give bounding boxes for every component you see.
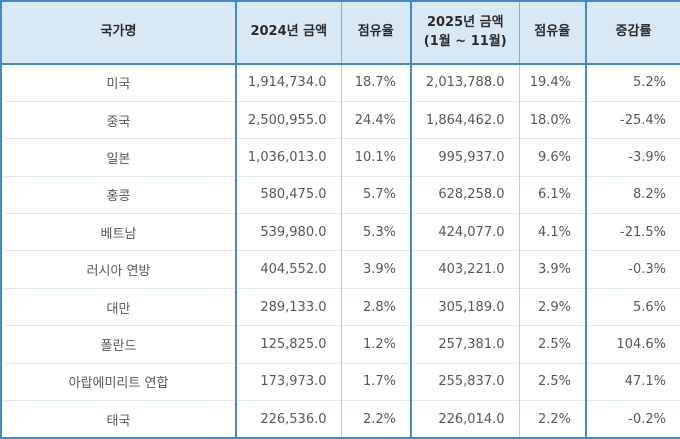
table-row: 중국 2,500,955.0 24.4% 1,864,462.0 18.0% -…	[1, 100, 680, 139]
col-header-amount-2025-line1: 2025년 금액	[426, 14, 504, 30]
cell-country: 중국	[1, 100, 237, 139]
table-row: 러시아 연방 404,552.0 3.9% 403,221.0 3.9% -0.…	[1, 250, 680, 289]
table-row: 홍콩 580,475.0 5.7% 628,258.0 6.1% 8.2%	[1, 175, 680, 214]
col-header-amount-2024: 2024년 금액	[236, 1, 342, 65]
cell-amount-2025: 1,864,462.0	[411, 100, 520, 139]
cell-amount-2025: 628,258.0	[411, 175, 520, 214]
cell-amount-2024: 1,914,734.0	[236, 64, 342, 102]
cell-share-2024: 2.2%	[341, 400, 412, 438]
cell-share-2024: 5.7%	[341, 175, 412, 214]
cell-share-2025: 4.1%	[519, 213, 587, 251]
cell-country: 미국	[1, 64, 237, 102]
cell-amount-2025: 424,077.0	[411, 213, 520, 251]
cell-share-2024: 1.7%	[341, 362, 412, 401]
cell-share-2025: 3.9%	[519, 250, 587, 289]
cell-amount-2024: 539,980.0	[236, 213, 342, 251]
cell-share-2024: 10.1%	[341, 138, 412, 177]
table-row: 태국 226,536.0 2.2% 226,014.0 2.2% -0.2%	[1, 400, 680, 438]
cell-country: 태국	[1, 400, 237, 438]
cell-share-2024: 3.9%	[341, 250, 412, 289]
cell-share-2025: 2.9%	[519, 287, 587, 326]
cell-amount-2025: 305,189.0	[411, 287, 520, 326]
col-header-amount-2025-line2: (1월 ~ 11월)	[423, 33, 507, 49]
cell-amount-2024: 2,500,955.0	[236, 100, 342, 139]
cell-share-2024: 5.3%	[341, 213, 412, 251]
cell-country: 베트남	[1, 213, 237, 251]
cell-country: 러시아 연방	[1, 250, 237, 289]
cell-amount-2024: 173,973.0	[236, 362, 342, 401]
cell-share-2024: 1.2%	[341, 325, 412, 364]
cell-share-2025: 2.5%	[519, 362, 587, 401]
table-row: 미국 1,914,734.0 18.7% 2,013,788.0 19.4% 5…	[1, 64, 680, 102]
cell-amount-2024: 1,036,013.0	[236, 138, 342, 177]
col-header-country: 국가명	[1, 1, 237, 65]
cell-share-2025: 2.5%	[519, 325, 587, 364]
table-header-row: 국가명 2024년 금액 점유율 2025년 금액 (1월 ~ 11월) 점유율…	[1, 1, 680, 65]
cell-change-rate: 104.6%	[586, 325, 680, 364]
cell-change-rate: -21.5%	[586, 213, 680, 251]
cell-country: 아랍에미리트 연합	[1, 362, 237, 401]
cell-change-rate: 47.1%	[586, 362, 680, 401]
cell-share-2024: 18.7%	[341, 64, 412, 102]
cell-amount-2025: 226,014.0	[411, 400, 520, 438]
cell-amount-2024: 226,536.0	[236, 400, 342, 438]
cell-change-rate: -0.2%	[586, 400, 680, 438]
cell-share-2024: 2.8%	[341, 287, 412, 326]
cell-amount-2025: 403,221.0	[411, 250, 520, 289]
cell-change-rate: 5.6%	[586, 287, 680, 326]
cell-amount-2025: 2,013,788.0	[411, 64, 520, 102]
cell-amount-2025: 255,837.0	[411, 362, 520, 401]
cell-share-2025: 18.0%	[519, 100, 587, 139]
table-row: 일본 1,036,013.0 10.1% 995,937.0 9.6% -3.9…	[1, 138, 680, 177]
table-row: 대만 289,133.0 2.8% 305,189.0 2.9% 5.6%	[1, 287, 680, 326]
cell-change-rate: -25.4%	[586, 100, 680, 139]
table-header: 국가명 2024년 금액 점유율 2025년 금액 (1월 ~ 11월) 점유율…	[1, 1, 680, 65]
cell-amount-2024: 289,133.0	[236, 287, 342, 326]
cell-share-2025: 6.1%	[519, 175, 587, 214]
table-body: 미국 1,914,734.0 18.7% 2,013,788.0 19.4% 5…	[1, 64, 680, 438]
cell-country: 폴란드	[1, 325, 237, 364]
table-row: 베트남 539,980.0 5.3% 424,077.0 4.1% -21.5%	[1, 213, 680, 251]
cell-share-2025: 19.4%	[519, 64, 587, 102]
cell-share-2024: 24.4%	[341, 100, 412, 139]
cell-change-rate: -0.3%	[586, 250, 680, 289]
cell-change-rate: -3.9%	[586, 138, 680, 177]
cell-country: 대만	[1, 287, 237, 326]
cell-amount-2025: 257,381.0	[411, 325, 520, 364]
col-header-amount-2025: 2025년 금액 (1월 ~ 11월)	[411, 1, 520, 65]
col-header-change-rate: 증감률	[586, 1, 680, 65]
cell-country: 홍콩	[1, 175, 237, 214]
cell-amount-2024: 125,825.0	[236, 325, 342, 364]
col-header-share-2025: 점유율	[519, 1, 587, 65]
cell-share-2025: 9.6%	[519, 138, 587, 177]
cell-amount-2024: 404,552.0	[236, 250, 342, 289]
cell-change-rate: 5.2%	[586, 64, 680, 102]
cell-amount-2024: 580,475.0	[236, 175, 342, 214]
cell-change-rate: 8.2%	[586, 175, 680, 214]
cell-amount-2025: 995,937.0	[411, 138, 520, 177]
cell-country: 일본	[1, 138, 237, 177]
table-row: 아랍에미리트 연합 173,973.0 1.7% 255,837.0 2.5% …	[1, 362, 680, 401]
table-row: 폴란드 125,825.0 1.2% 257,381.0 2.5% 104.6%	[1, 325, 680, 364]
cell-share-2025: 2.2%	[519, 400, 587, 438]
col-header-share-2024: 점유율	[341, 1, 412, 65]
